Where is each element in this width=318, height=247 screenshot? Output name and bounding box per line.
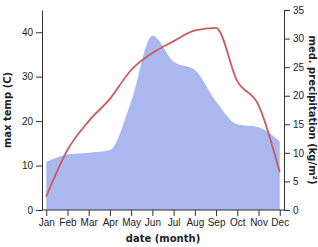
tick-label: Jun xyxy=(145,217,161,228)
tick-label: Mar xyxy=(81,217,99,228)
tick-mark xyxy=(89,210,90,216)
y2-axis-title: med. precipitation (kg/m²) xyxy=(307,35,318,184)
chart: Jan Feb Mar AprMay Jun Jul Aug Sep Oct NovDec 0 10 2… xyxy=(0,0,318,247)
tick-label: May xyxy=(122,217,141,228)
tick-mark xyxy=(259,210,260,216)
tick: 40 xyxy=(22,27,42,38)
tick: Mar xyxy=(81,210,99,228)
tick-label: Aug xyxy=(186,217,204,228)
y-axis-title: max temp (C) xyxy=(2,72,13,148)
tick-mark xyxy=(174,210,175,216)
tick-label: 5 xyxy=(293,176,299,187)
tick: Jul xyxy=(168,210,181,228)
tick: 0 xyxy=(27,205,42,216)
tick: Jan xyxy=(39,210,55,228)
tick-label: Feb xyxy=(59,217,77,228)
tick-mark xyxy=(284,210,290,211)
tick-label: Oct xyxy=(230,217,246,228)
y2-axis: 0 5 10 15 20 25 30 35 xyxy=(284,5,305,216)
tick-label: Jan xyxy=(39,217,55,228)
tick-mark xyxy=(36,32,42,33)
x-axis: Jan Feb Mar AprMay Jun Jul Aug Sep Oct NovDec xyxy=(39,210,289,228)
tick-label: 25 xyxy=(293,62,305,73)
tick-label: 20 xyxy=(293,90,305,101)
tick-mark xyxy=(237,210,238,216)
tick: Aug xyxy=(186,210,204,228)
tick-mark xyxy=(284,39,290,40)
tick-label: 10 xyxy=(22,160,34,171)
tick: Apr xyxy=(103,210,119,228)
tick-mark xyxy=(284,96,290,97)
tick-mark xyxy=(284,67,290,68)
tick: 25 xyxy=(284,62,305,73)
tick-mark xyxy=(284,10,290,11)
tick: 10 xyxy=(22,160,42,171)
tick-mark xyxy=(110,210,111,216)
tick-mark xyxy=(36,210,42,211)
tick-label: 0 xyxy=(293,205,299,216)
tick: 5 xyxy=(284,176,299,187)
tick: 35 xyxy=(284,5,305,16)
tick: 10 xyxy=(284,148,305,159)
tick: 0 xyxy=(284,205,299,216)
tick: 30 xyxy=(284,33,305,44)
tick-mark xyxy=(284,124,290,125)
tick: Jun xyxy=(145,210,161,228)
tick: 30 xyxy=(22,71,42,82)
tick: Sep xyxy=(208,210,226,228)
tick: Feb xyxy=(59,210,77,228)
axis-line xyxy=(42,11,43,211)
temperature-line xyxy=(46,28,280,197)
tick-label: 0 xyxy=(27,205,33,216)
tick-label: 10 xyxy=(293,148,305,159)
axis-line xyxy=(284,11,285,211)
tick-mark xyxy=(36,166,42,167)
tick-mark xyxy=(152,210,153,216)
tick-mark xyxy=(46,210,47,216)
tick: Oct xyxy=(230,210,246,228)
tick-mark xyxy=(195,210,196,216)
tick-mark xyxy=(67,210,68,216)
tick-mark xyxy=(36,77,42,78)
tick-label: 30 xyxy=(22,71,34,82)
x-axis-title: date (month) xyxy=(126,233,200,244)
tick: 15 xyxy=(284,119,305,130)
y-axis: 0 10 20 30 40 xyxy=(22,11,43,216)
tick: 20 xyxy=(22,116,42,127)
precipitation-area xyxy=(46,36,280,210)
tick-label: 20 xyxy=(22,116,34,127)
tick-mark xyxy=(36,121,42,122)
axis-line xyxy=(42,210,284,211)
tick-mark xyxy=(131,210,132,216)
tick: May xyxy=(122,210,141,228)
tick-mark xyxy=(216,210,217,216)
tick-mark xyxy=(280,210,281,216)
tick-label: 30 xyxy=(293,33,305,44)
tick-mark xyxy=(284,181,290,182)
tick-label: 35 xyxy=(293,5,305,16)
tick-label: Sep xyxy=(208,217,226,228)
tick-label: Apr xyxy=(103,217,119,228)
tick-label: Dec xyxy=(271,217,289,228)
tick: Dec xyxy=(271,210,289,228)
tick-label: 15 xyxy=(293,119,305,130)
plot-area xyxy=(46,28,280,210)
tick: 20 xyxy=(284,90,305,101)
tick-label: 40 xyxy=(22,27,34,38)
tick-label: Nov xyxy=(250,217,268,228)
tick: Nov xyxy=(250,210,268,228)
tick-label: Jul xyxy=(168,217,181,228)
tick-mark xyxy=(284,153,290,154)
